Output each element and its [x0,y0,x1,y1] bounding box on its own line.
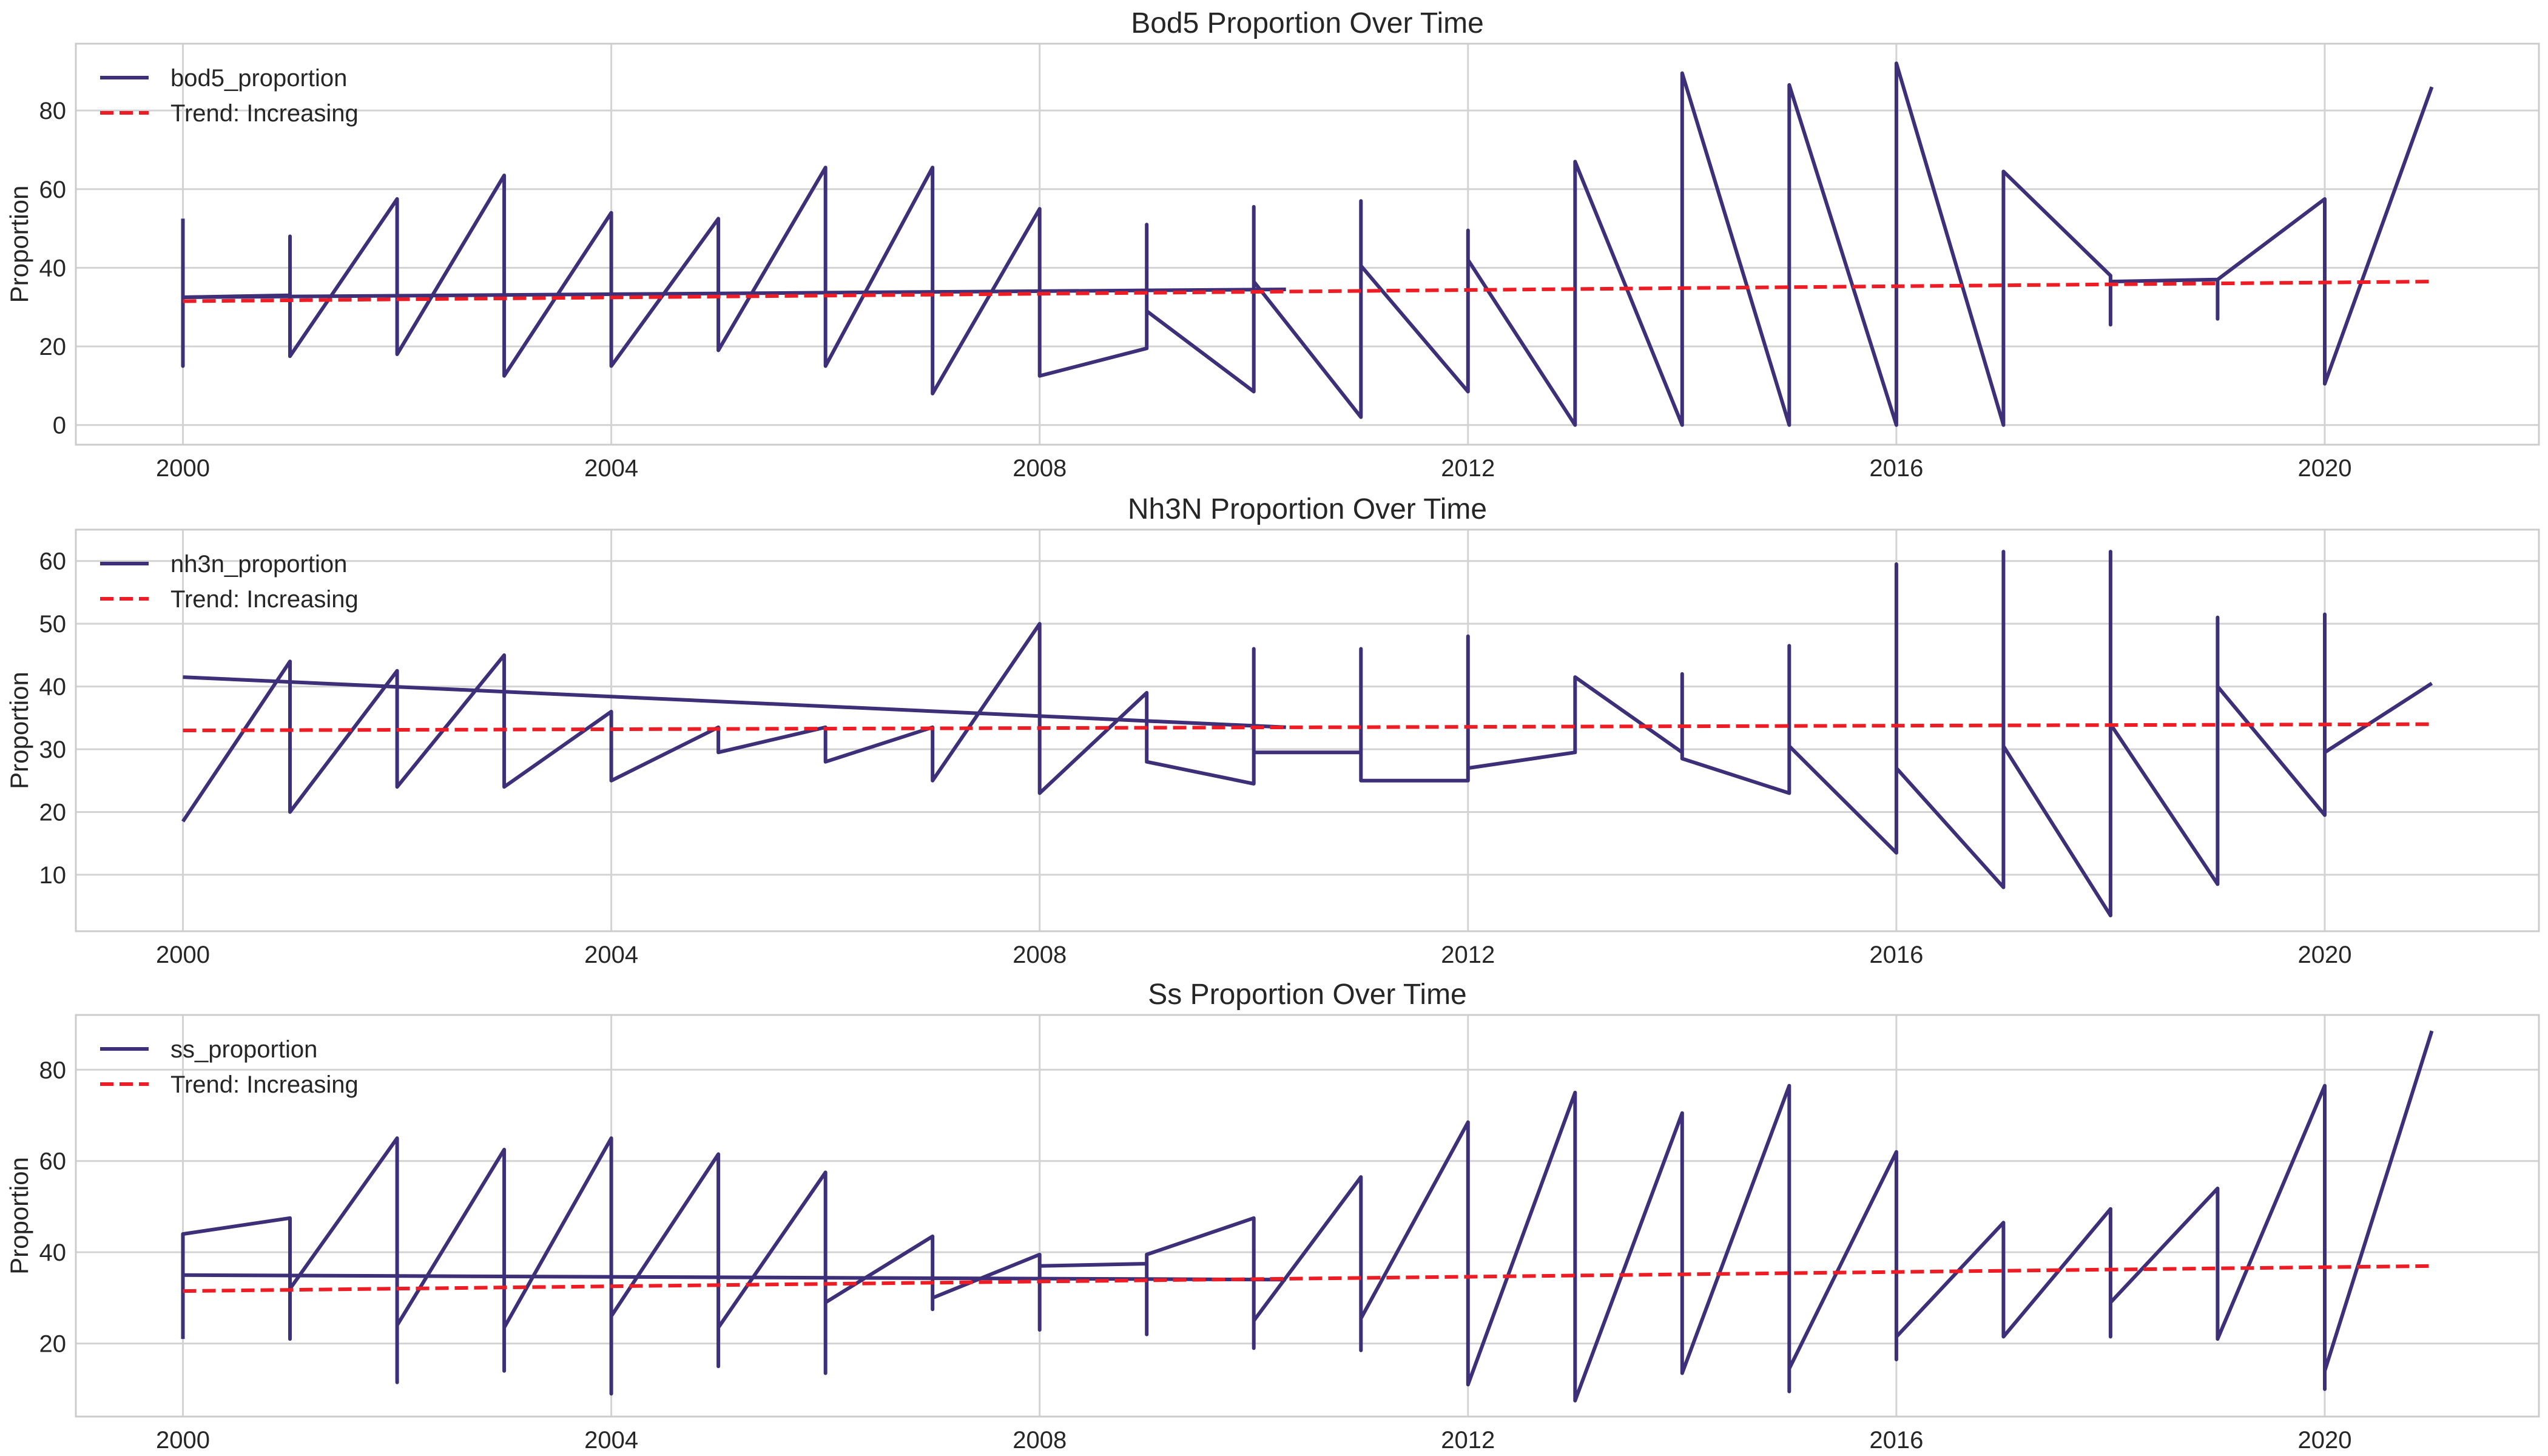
y-tick-label: 30 [39,736,67,763]
y-tick-label: 10 [39,862,67,889]
legend-label: nh3n_proportion [170,551,347,578]
chart-title: Ss Proportion Over Time [1148,979,1467,1011]
y-tick-label: 20 [39,334,67,360]
y-tick-label: 80 [39,1057,67,1084]
chart-title: Nh3N Proportion Over Time [1128,493,1487,525]
x-tick-label: 2020 [2297,1427,2351,1454]
x-tick-label: 2012 [1441,1427,1495,1454]
series-line-ss-proportion [181,1030,2434,1403]
y-axis-label: Proportion [5,672,33,789]
legend-label: bod5_proportion [170,65,347,92]
plot-area [181,61,2434,427]
y-tick-label: 40 [39,255,67,281]
legend-label: Trend: Increasing [170,1071,359,1098]
y-axis-label: Proportion [5,1157,33,1275]
legend-label: Trend: Increasing [170,100,359,127]
x-tick-label: 2008 [1013,455,1067,482]
y-tick-label: 40 [39,674,67,701]
axes-frame [75,528,2540,932]
x-tick-label: 2020 [2297,455,2351,482]
y-tick-label: 80 [39,98,67,124]
x-tick-label: 2004 [584,942,638,968]
y-tick-label: 60 [39,1148,67,1175]
axes-frame [75,42,2540,446]
x-tick-label: 2016 [1869,942,1923,968]
x-tick-label: 2000 [156,942,210,968]
legend: nh3n_proportion Trend: Increasing [100,551,359,613]
plot-area [181,550,2433,918]
y-tick-label: 20 [39,1331,67,1358]
series-line-nh3n-proportion [183,675,1286,729]
legend-label: ss_proportion [170,1036,317,1063]
y-tick-label: 50 [39,611,67,638]
plot-area [181,1030,2434,1403]
chart-panel-2: 2000 2004 2008 2012 2016 2020 10 20 30 40 50 60 Nh3N… [5,493,2540,968]
series-line-nh3n-proportion [181,550,2433,918]
series-line-bod5-proportion [181,61,2434,427]
y-tick-label: 60 [39,548,67,575]
axes-frame [75,1014,2540,1418]
chart-panel-1: 2000 2004 2008 2012 2016 2020 0 20 40 60 80 Bod5 Pr… [5,7,2540,482]
x-tick-label: 2000 [156,455,210,482]
series-line-trend-increasing [183,1264,2432,1293]
x-tick-label: 2012 [1441,942,1495,968]
y-axis-label: Proportion [5,186,33,303]
y-tick-label: 60 [39,177,67,203]
legend: bod5_proportion Trend: Increasing [100,65,359,127]
y-tick-label: 0 [53,413,66,439]
x-tick-label: 2004 [584,1427,638,1454]
x-tick-label: 2016 [1869,1427,1923,1454]
x-tick-label: 2004 [584,455,638,482]
series-line-ss-proportion [183,1273,1286,1282]
chart-title: Bod5 Proportion Over Time [1131,7,1484,39]
x-tick-label: 2020 [2297,942,2351,968]
legend: ss_proportion Trend: Increasing [100,1036,359,1098]
series-line-bod5-proportion [183,288,1286,299]
x-tick-label: 2008 [1013,942,1067,968]
x-tick-label: 2000 [156,1427,210,1454]
y-tick-label: 20 [39,799,67,826]
series-line-trend-increasing [183,722,2432,732]
legend-label: Trend: Increasing [170,586,359,613]
series-line-trend-increasing [183,280,2432,303]
y-tick-label: 40 [39,1239,67,1266]
x-tick-label: 2012 [1441,455,1495,482]
x-tick-label: 2016 [1869,455,1923,482]
x-tick-label: 2008 [1013,1427,1067,1454]
